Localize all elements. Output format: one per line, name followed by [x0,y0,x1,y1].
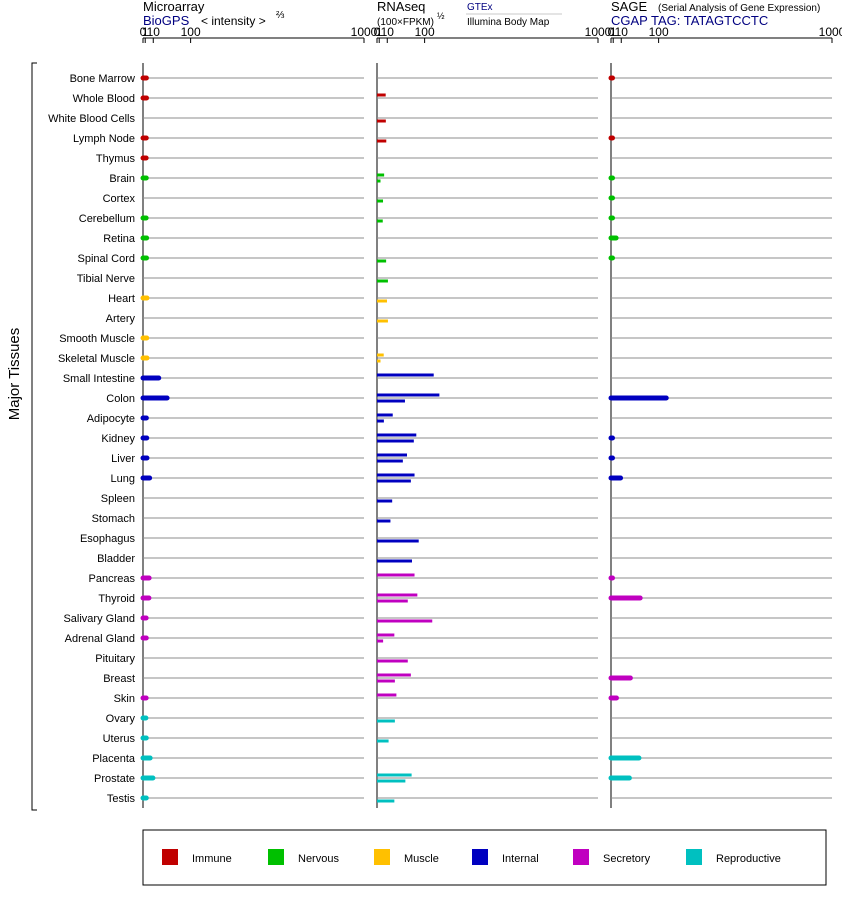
tissue-label-artery: Artery [106,313,136,325]
legend-swatch-muscle [374,849,390,865]
legend-swatch-reproductive [686,849,702,865]
axes-layer: 011010010000110100100001101001000 [140,25,842,808]
tissue-label-heart: Heart [108,293,135,305]
rnaseq-title: RNAseq [377,0,425,14]
legend-label-muscle: Muscle [404,853,439,865]
rnaseq-unit-label: (100×FPKM) [377,17,434,28]
legend-label-internal: Internal [502,853,539,865]
tissue-label-placenta: Placenta [92,753,136,765]
rows-layer: Bone Marrow Whole Blood White Blood Cells L… [48,73,832,805]
microarray-title: Microarray [143,0,205,14]
tissue-label-spleen: Spleen [101,493,135,505]
microarray-tick-label: 1 [142,25,149,39]
rnaseq-illumina-label: Illumina Body Map [467,17,550,28]
tissue-label-small-intestine: Small Intestine [63,373,135,385]
microarray-tick-label: 10 [147,25,161,39]
microarray-tick-label: 100 [181,25,201,39]
rnaseq-tick-label: 100 [415,25,435,39]
microarray-source-link[interactable]: BioGPS [143,13,190,28]
tissue-label-adipocyte: Adipocyte [87,413,135,425]
tissue-label-skeletal-muscle: Skeletal Muscle [58,353,135,365]
tissue-label-brain: Brain [109,173,135,185]
rnaseq-tick-label: 1000 [585,25,612,39]
tissue-label-pancreas: Pancreas [89,573,136,585]
microarray-unit-label: < intensity > [201,14,266,28]
microarray-unit-exponent: ⅔ [276,10,285,21]
tissue-label-thyroid: Thyroid [98,593,135,605]
microarray-tick-label: 0 [140,25,147,39]
tissue-label-uterus: Uterus [103,733,136,745]
tissue-label-esophagus: Esophagus [80,533,136,545]
tissue-label-cerebellum: Cerebellum [79,213,135,225]
rnaseq-tick-label: 0 [374,25,381,39]
rnaseq-tick-label: 1 [376,25,383,39]
tissue-label-kidney: Kidney [101,433,135,445]
tissue-label-testis: Testis [107,793,136,805]
rnaseq-gtex-link[interactable]: GTEx [467,2,493,13]
rnaseq-tick-label: 10 [381,25,395,39]
bars-layer [140,75,669,803]
tissue-label-breast: Breast [103,673,135,685]
sage-tick-label: 0 [608,25,615,39]
tissue-label-pituitary: Pituitary [95,653,135,665]
legend-swatch-internal [472,849,488,865]
tissue-label-whole-blood: Whole Blood [73,93,135,105]
legend-label-immune: Immune [192,853,232,865]
sage-subtitle: (Serial Analysis of Gene Expression) [658,3,820,14]
tissue-label-tibial-nerve: Tibial Nerve [77,273,135,285]
tissue-label-spinal-cord: Spinal Cord [78,253,135,265]
major-tissues-label: Major Tissues [6,328,23,421]
tissue-label-lung: Lung [111,473,135,485]
tissue-label-ovary: Ovary [106,713,136,725]
legend-label-reproductive: Reproductive [716,853,781,865]
tissue-label-skin: Skin [114,693,135,705]
legend-swatch-immune [162,849,178,865]
major-tissues-bracket [31,62,37,811]
legend-swatch-secretory [573,849,589,865]
tissue-label-prostate: Prostate [94,773,135,785]
tissue-label-thymus: Thymus [96,153,136,165]
sage-tick-label: 10 [615,25,629,39]
tissue-label-colon: Colon [106,393,135,405]
tissue-label-bladder: Bladder [97,553,135,565]
tissue-label-stomach: Stomach [92,513,135,525]
tissue-label-salivary-gland: Salivary Gland [63,613,135,625]
sage-title: SAGE [611,0,647,14]
sage-tick-label: 1000 [819,25,842,39]
tissue-label-liver: Liver [111,453,135,465]
tissue-label-smooth-muscle: Smooth Muscle [59,333,135,345]
legend-swatch-nervous [268,849,284,865]
sage-tag-link[interactable]: CGAP TAG: TATAGTCCTC [611,13,768,28]
legend-label-nervous: Nervous [298,853,339,865]
sage-tick-label: 100 [649,25,669,39]
tissue-label-retina: Retina [103,233,136,245]
legend-label-secretory: Secretory [603,853,651,865]
sage-tick-label: 1 [610,25,617,39]
tissue-label-bone-marrow: Bone Marrow [70,73,135,85]
tissue-label-cortex: Cortex [103,193,136,205]
rnaseq-unit-exponent: ½ [437,11,445,21]
microarray-tick-label: 1000 [351,25,378,39]
tissue-label-adrenal-gland: Adrenal Gland [65,633,135,645]
tissue-label-white-blood-cells: White Blood Cells [48,113,135,125]
tissue-label-lymph-node: Lymph Node [73,133,135,145]
legend: Immune Nervous Muscle Internal Secretory Repr… [162,849,781,865]
